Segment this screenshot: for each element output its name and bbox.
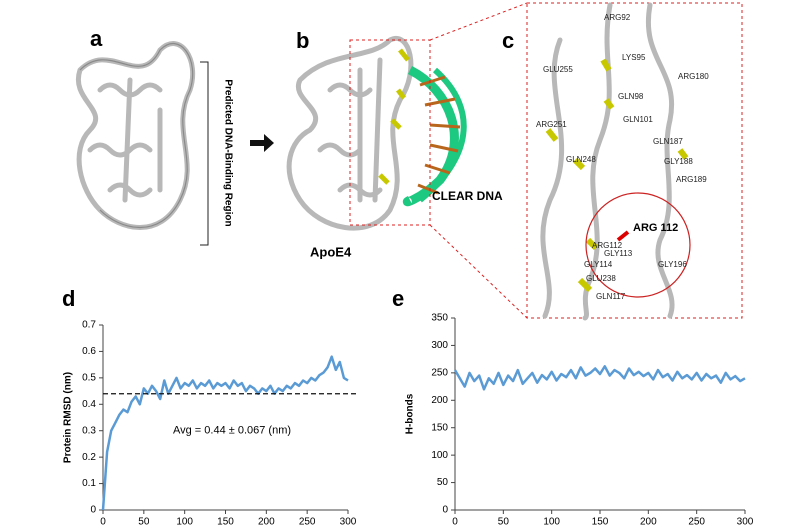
residue-label: ARG251 — [536, 120, 567, 129]
x-tick-label: 250 — [299, 517, 316, 528]
x-tick-label: 150 — [592, 517, 609, 528]
y-tick-label: 0.5 — [82, 372, 96, 383]
x-tick-label: 100 — [543, 517, 560, 528]
residue-label: LYS95 — [622, 53, 646, 62]
residue-label: GLN187 — [653, 137, 683, 146]
x-tick-label: 300 — [737, 517, 754, 528]
y-tick-label: 0 — [442, 505, 448, 516]
panel-label: a — [90, 26, 103, 51]
residue-label: ARG189 — [676, 175, 707, 184]
dna-label: CLEAR DNA — [432, 189, 503, 203]
panel-label: d — [62, 286, 75, 311]
y-tick-label: 150 — [431, 422, 448, 433]
x-tick-label: 250 — [688, 517, 705, 528]
residue-label: GLY114 — [584, 260, 613, 269]
arrow — [250, 134, 274, 152]
y-tick-label: 100 — [431, 450, 448, 461]
x-tick-label: 50 — [498, 517, 510, 528]
region-label: Predicted DNA-Binding Region — [222, 79, 233, 226]
residue-label: ARG92 — [604, 13, 631, 22]
y-tick-label: 250 — [431, 367, 448, 378]
x-tick-label: 100 — [176, 517, 193, 528]
y-tick-label: 300 — [431, 340, 448, 351]
y-tick-label: 0.6 — [82, 346, 96, 357]
y-tick-label: 0.4 — [82, 399, 96, 410]
residue-label: GLU255 — [543, 65, 573, 74]
data-line — [101, 355, 349, 511]
residue-label: ARG112 — [592, 241, 623, 250]
x-tick-label: 0 — [100, 517, 106, 528]
panel-label: e — [392, 286, 404, 311]
residue-label: GLY196 — [658, 260, 687, 269]
y-tick-label: 0.1 — [82, 478, 96, 489]
residue-label: ARG180 — [678, 72, 709, 81]
residue-label: GLN117 — [596, 292, 626, 301]
y-tick-label: 50 — [437, 477, 449, 488]
bracket — [200, 61, 209, 246]
protein-label: ApoE4 — [310, 244, 352, 259]
y-tick-label: 0.3 — [82, 425, 96, 436]
residue-label: GLN98 — [618, 92, 644, 101]
residue-label: GLY188 — [664, 157, 693, 166]
residue-label: GLN101 — [623, 115, 653, 124]
y-tick-label: 0 — [90, 505, 96, 516]
highlight-circle — [585, 192, 691, 298]
y-axis-label: Protein RMSD (nm) — [63, 372, 74, 463]
zoom-lines — [429, 2, 528, 319]
x-tick-label: 50 — [138, 517, 150, 528]
y-axis-label: H-bonds — [405, 393, 416, 434]
y-tick-label: 350 — [431, 313, 448, 324]
protein-c — [540, 2, 689, 321]
x-tick-label: 200 — [640, 517, 657, 528]
x-tick-label: 150 — [217, 517, 234, 528]
residue-label: GLU238 — [586, 274, 616, 283]
residue-label: GLN248 — [566, 155, 596, 164]
y-tick-label: 0.7 — [82, 320, 96, 331]
x-tick-label: 200 — [258, 517, 275, 528]
y-tick-label: 200 — [431, 395, 448, 406]
x-tick-label: 300 — [340, 517, 357, 528]
data-line — [453, 365, 746, 391]
annotation: Avg = 0.44 ± 0.067 (nm) — [173, 425, 291, 437]
highlight-arrow — [616, 230, 630, 242]
y-tick-label: 0.2 — [82, 452, 96, 463]
residue-label: GLY113 — [604, 249, 633, 258]
x-tick-label: 0 — [452, 517, 458, 528]
highlight-label: ARG 112 — [633, 222, 678, 234]
panel-label: c — [502, 28, 514, 53]
protein-a — [75, 41, 196, 230]
panel-label: b — [296, 28, 309, 53]
